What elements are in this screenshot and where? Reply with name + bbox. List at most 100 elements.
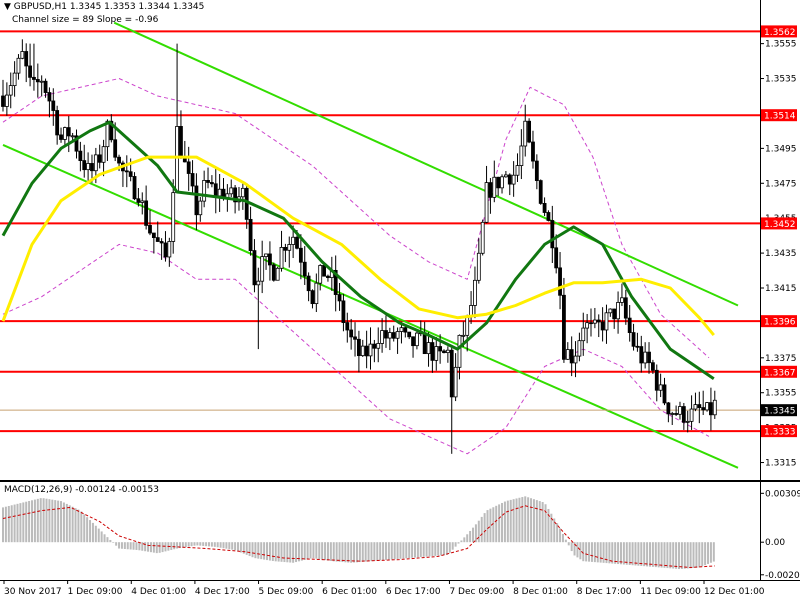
- candle-body: [360, 345, 365, 357]
- candle-body: [113, 139, 118, 158]
- macd-histogram-bar: [486, 510, 489, 543]
- macd-histogram-bar: [573, 542, 576, 556]
- macd-histogram-bar: [570, 542, 573, 552]
- macd-histogram-bar: [138, 542, 141, 551]
- macd-histogram-bar: [300, 542, 303, 561]
- macd-histogram-bar: [477, 520, 480, 543]
- macd-histogram-bar: [373, 542, 376, 561]
- candle-body: [453, 366, 458, 398]
- macd-histogram-bar: [225, 542, 228, 549]
- macd-histogram-bar: [62, 502, 65, 543]
- level-tag: 1.3514: [764, 112, 796, 122]
- candle-body: [531, 141, 535, 162]
- candle-body: [461, 334, 466, 337]
- candle-body: [151, 232, 156, 239]
- candle-body: [585, 322, 590, 329]
- candle-body: [650, 362, 655, 371]
- macd-histogram-bar: [350, 542, 353, 563]
- candle-body: [488, 182, 493, 198]
- macd-histogram-bar: [440, 542, 443, 556]
- macd-histogram-bar: [341, 542, 344, 563]
- candle-body: [515, 165, 520, 176]
- macd-histogram-bar: [152, 542, 155, 553]
- macd-histogram-bar: [239, 542, 242, 553]
- candle-body: [333, 269, 338, 295]
- macd-histogram-bar: [144, 542, 147, 552]
- level-tag-bg: [761, 217, 797, 230]
- macd-histogram-bar: [318, 542, 321, 560]
- candle-body: [635, 345, 640, 348]
- macd-histogram-bar: [495, 505, 498, 543]
- macd-histogram-bar: [651, 542, 654, 567]
- macd-histogram-bar: [22, 502, 25, 543]
- candle-body: [322, 265, 326, 277]
- macd-histogram-bar: [692, 542, 695, 568]
- macd-histogram-bar: [109, 539, 112, 543]
- candle-body: [376, 343, 381, 349]
- macd-histogram-bar: [135, 542, 138, 550]
- macd-histogram-bar: [701, 542, 704, 567]
- macd-histogram-bar: [588, 542, 591, 562]
- candle-body: [511, 174, 516, 185]
- macd-histogram-bar: [527, 497, 530, 543]
- macd-histogram-bar: [277, 542, 280, 562]
- candle-body: [59, 134, 63, 140]
- level-tag-bg: [761, 109, 797, 122]
- macd-info: MACD(12,26,9) -0.00124 -0.00153: [4, 485, 160, 495]
- macd-histogram-bar: [419, 542, 422, 558]
- macd-histogram-bar: [94, 525, 97, 543]
- dropdown-triangle-icon[interactable]: ▼: [4, 2, 11, 12]
- macd-histogram-bar: [675, 542, 678, 569]
- level-tag: 1.3333: [764, 428, 796, 438]
- macd-histogram-bar: [353, 542, 356, 563]
- macd-histogram-bar: [666, 542, 669, 569]
- candle-body: [647, 351, 651, 364]
- macd-histogram-bar: [463, 537, 466, 543]
- candle-body: [685, 420, 690, 423]
- candle-body: [701, 407, 706, 411]
- macd-histogram-bar: [474, 524, 477, 543]
- candle-body: [24, 51, 29, 67]
- candle-body: [70, 135, 75, 138]
- candle-body: [337, 294, 342, 302]
- y-tick-label: 1.3535: [765, 75, 797, 85]
- x-tick-label: 7 Dec 09:00: [449, 587, 504, 597]
- x-tick-label: 11 Dec 09:00: [640, 587, 701, 597]
- macd-histogram-bar: [512, 499, 515, 543]
- candle-body: [457, 334, 462, 368]
- candle-body: [109, 120, 114, 141]
- macd-histogram-bar: [538, 501, 541, 543]
- macd-histogram-bar: [489, 508, 492, 543]
- macd-histogram-bar: [170, 542, 173, 550]
- macd-histogram-bar: [187, 542, 190, 547]
- candle-body: [689, 408, 694, 422]
- macd-histogram-bar: [469, 530, 472, 543]
- macd-histogram-bar: [184, 542, 187, 548]
- candle-body: [368, 343, 373, 357]
- candle-body: [565, 349, 570, 360]
- macd-histogram-bar: [384, 542, 387, 560]
- macd-histogram-bar: [48, 499, 51, 543]
- candle-body: [600, 321, 605, 331]
- macd-histogram-bar: [669, 542, 672, 569]
- candle-body: [209, 182, 214, 185]
- macd-histogram-bar: [39, 498, 42, 543]
- macd-histogram-bar: [451, 542, 454, 550]
- candle-body: [670, 413, 675, 415]
- candle-body: [86, 163, 91, 171]
- candle-body: [542, 203, 547, 213]
- macd-histogram-bar: [251, 542, 254, 558]
- candle-body: [190, 173, 195, 187]
- macd-histogram-bar: [295, 542, 298, 563]
- x-tick-label: 4 Dec 17:00: [195, 587, 250, 597]
- macd-histogram-bar: [266, 542, 269, 561]
- macd-histogram-bar: [506, 500, 509, 543]
- macd-histogram-bar: [297, 542, 300, 562]
- macd-histogram-bar: [634, 542, 637, 566]
- candle-body: [8, 85, 13, 96]
- macd-histogram-bar: [416, 542, 419, 558]
- x-tick-label: 30 Nov 2017: [4, 587, 62, 597]
- level-tag-bg: [761, 425, 797, 438]
- macd-histogram-bar: [33, 499, 36, 543]
